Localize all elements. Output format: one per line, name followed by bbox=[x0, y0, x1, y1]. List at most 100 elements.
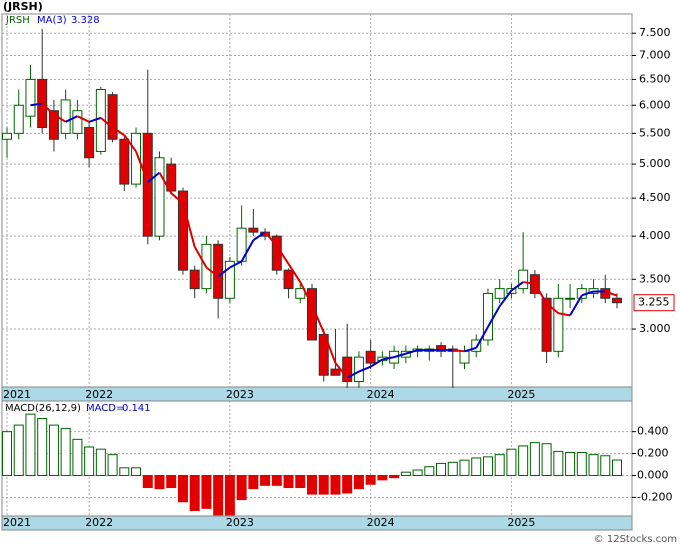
ma-line bbox=[322, 331, 337, 364]
candle-body bbox=[131, 132, 142, 185]
macd-bar bbox=[506, 448, 517, 476]
macd-legend: MACD(26,12,9) bbox=[5, 403, 81, 414]
ma-line bbox=[41, 102, 55, 116]
candle-body bbox=[48, 110, 59, 140]
ma-line bbox=[181, 202, 196, 248]
x-tick-label: 2023 bbox=[226, 388, 254, 401]
y-tick-label: 7.000 bbox=[639, 48, 671, 61]
x-tick-label: 2022 bbox=[85, 516, 113, 529]
ma-line bbox=[569, 294, 583, 316]
macd-bar bbox=[565, 451, 576, 476]
macd-bar bbox=[553, 450, 564, 476]
ma-line bbox=[65, 115, 78, 123]
ma-line bbox=[240, 239, 255, 262]
candle-body bbox=[189, 269, 200, 290]
macd-bar bbox=[166, 474, 177, 489]
ma-line bbox=[498, 289, 513, 307]
macd-bar bbox=[271, 474, 282, 486]
candle-body bbox=[494, 288, 505, 299]
macd-bar bbox=[37, 418, 48, 476]
ma-line bbox=[334, 362, 348, 379]
ma-line bbox=[534, 283, 548, 304]
candle-body bbox=[154, 157, 165, 237]
last-price-label: 3.255 bbox=[638, 296, 670, 309]
y-tick-label: 0.400 bbox=[637, 425, 669, 438]
ma-line bbox=[405, 349, 418, 355]
ma-line bbox=[358, 365, 372, 373]
macd-bar bbox=[471, 457, 482, 476]
ma-line bbox=[382, 356, 395, 361]
macd-bar bbox=[119, 467, 130, 476]
macd-bar bbox=[13, 424, 24, 476]
ma-line bbox=[275, 245, 290, 265]
macd-bar bbox=[131, 467, 142, 476]
macd-bar bbox=[494, 454, 505, 476]
candle-body bbox=[565, 297, 576, 300]
ma-line bbox=[217, 266, 231, 278]
y-tick-label: 4.500 bbox=[639, 191, 671, 204]
ma-line bbox=[487, 305, 501, 328]
candle-body bbox=[142, 132, 153, 237]
macd-bar bbox=[295, 474, 306, 489]
candle-body bbox=[471, 339, 482, 352]
macd-bar bbox=[177, 474, 188, 503]
ma-line bbox=[112, 126, 125, 136]
macd-bar bbox=[248, 474, 259, 490]
macd-bar bbox=[541, 443, 552, 476]
macd-bar bbox=[213, 474, 224, 516]
macd-bar bbox=[142, 474, 153, 489]
macd-bar bbox=[576, 451, 587, 476]
candle-body bbox=[60, 99, 71, 134]
x-tick-label: 2021 bbox=[3, 516, 31, 529]
ma-line bbox=[264, 231, 278, 247]
ma-line bbox=[252, 231, 266, 242]
x-tick-label: 2025 bbox=[507, 388, 535, 401]
ma-line bbox=[123, 134, 137, 153]
macd-bar bbox=[600, 455, 611, 476]
macd-bar bbox=[389, 474, 400, 479]
candle-body bbox=[25, 78, 36, 117]
candle-body bbox=[436, 345, 447, 352]
ma-line bbox=[452, 349, 465, 353]
candle-body bbox=[482, 292, 493, 341]
y-tick-label: 7.500 bbox=[639, 26, 671, 39]
macd-bar bbox=[307, 474, 317, 495]
y-tick-label: 0.000 bbox=[637, 468, 669, 481]
macd-bar bbox=[154, 474, 165, 490]
y-tick-label: 5.500 bbox=[639, 126, 671, 139]
macd-bar bbox=[330, 474, 341, 495]
macd-bar bbox=[482, 456, 493, 476]
macd-bar bbox=[236, 474, 247, 501]
ma-line bbox=[205, 266, 219, 278]
candle-body bbox=[119, 138, 130, 185]
macd-bar bbox=[72, 438, 83, 476]
macd-bar bbox=[95, 448, 106, 476]
macd-bar bbox=[400, 471, 411, 476]
ma-line bbox=[30, 102, 43, 107]
y-tick-label: -0.200 bbox=[637, 490, 672, 503]
ma-line bbox=[76, 115, 90, 123]
macd-bar bbox=[353, 474, 364, 490]
macd-bar bbox=[224, 474, 235, 516]
macd-bar bbox=[436, 462, 447, 476]
candle-body bbox=[459, 350, 470, 364]
macd-bar bbox=[518, 445, 529, 476]
x-tick-label: 2022 bbox=[85, 388, 113, 401]
candle-body bbox=[518, 269, 529, 290]
ma-line bbox=[53, 113, 67, 123]
ma-line bbox=[229, 260, 243, 269]
candle-body bbox=[295, 288, 306, 299]
candle-body bbox=[166, 163, 177, 192]
ma-line bbox=[558, 312, 571, 317]
x-tick-label: 2025 bbox=[507, 516, 535, 529]
macd-bar bbox=[459, 459, 470, 476]
macd-bar bbox=[201, 474, 212, 509]
candle-body bbox=[107, 94, 118, 140]
candle-body bbox=[84, 127, 95, 159]
macd-bar bbox=[588, 454, 599, 476]
candle-body bbox=[541, 297, 552, 352]
ma-line bbox=[100, 117, 114, 129]
macd-bar bbox=[84, 446, 95, 476]
candle-body bbox=[365, 350, 376, 364]
